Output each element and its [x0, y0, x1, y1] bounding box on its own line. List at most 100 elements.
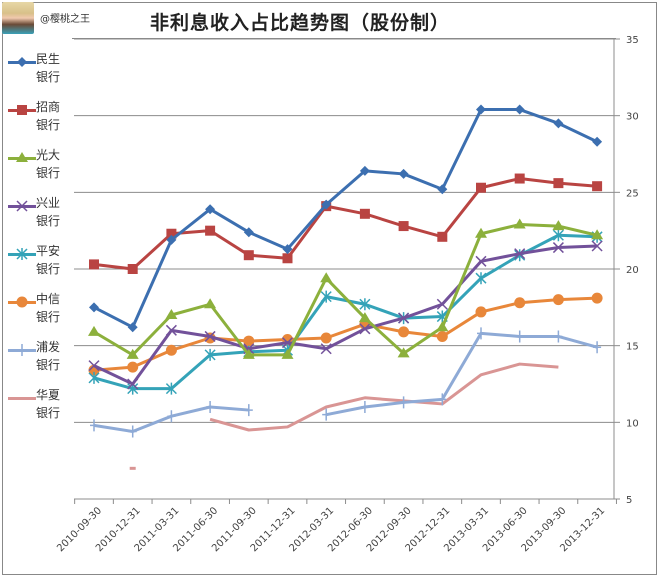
plus-marker-icon	[322, 408, 331, 421]
diamond-marker-icon	[476, 104, 486, 115]
x-marker-icon	[16, 200, 28, 212]
legend-label: 光大 银行	[36, 146, 66, 182]
legend-label: 民生 银行	[36, 50, 66, 86]
square-marker-icon	[17, 105, 27, 115]
star-marker-icon	[16, 248, 28, 260]
y-tick-label: 30	[626, 112, 639, 123]
triangle-marker-icon	[204, 298, 217, 309]
diamond-marker-icon	[17, 57, 27, 67]
legend-marker-icon	[17, 105, 27, 115]
star-marker-icon	[552, 229, 564, 242]
diamond-marker-icon	[205, 204, 216, 215]
legend-label: 华夏 银行	[36, 386, 66, 422]
legend-label-line1: 光大	[36, 148, 61, 162]
legend-label-line1: 华夏	[36, 388, 61, 402]
square-marker-icon	[514, 173, 525, 184]
triangle-marker-icon	[397, 347, 410, 358]
plus-marker-icon	[554, 330, 563, 343]
square-marker-icon	[89, 259, 99, 270]
legend-label-line2: 银行	[36, 214, 61, 228]
plus-marker-icon	[593, 341, 602, 354]
legend-label-line2: 银行	[36, 70, 61, 84]
y-tick-label: 15	[626, 342, 639, 353]
author-handle: @樱桃之王	[40, 14, 90, 25]
plus-marker-icon	[244, 404, 253, 417]
triangle-marker-icon	[88, 325, 100, 336]
series-民生银行	[89, 104, 603, 333]
author-avatar	[2, 2, 34, 34]
legend-label-line2: 银行	[36, 310, 61, 324]
circle-marker-icon	[398, 326, 410, 338]
triangle-marker-icon	[126, 348, 139, 359]
plus-marker-icon	[18, 344, 26, 356]
circle-marker-icon	[514, 297, 526, 309]
y-tick-label: 20	[626, 265, 639, 276]
triangle-marker-icon	[320, 272, 333, 283]
series-兴业银行	[88, 240, 603, 390]
x-marker-icon	[88, 360, 100, 372]
triangle-marker-icon	[281, 348, 294, 359]
square-marker-icon	[553, 178, 564, 189]
x-marker-icon	[204, 330, 216, 342]
circle-marker-icon	[591, 292, 603, 304]
legend-item: 浦发 银行	[4, 336, 68, 384]
plus-marker-icon	[438, 393, 447, 406]
legend-label: 中信 银行	[36, 290, 66, 326]
legend-marker-icon	[16, 296, 28, 308]
series-浦发银行	[90, 327, 602, 438]
diamond-marker-icon	[166, 234, 177, 245]
x-marker-icon	[359, 323, 371, 335]
legend-label: 浦发 银行	[36, 338, 66, 374]
diamond-marker-icon	[592, 136, 603, 147]
triangle-marker-icon	[436, 321, 449, 332]
triangle-marker-icon	[16, 152, 28, 162]
y-tick-label: 25	[626, 188, 639, 199]
circle-marker-icon	[165, 344, 177, 356]
x-marker-icon	[475, 255, 487, 267]
star-marker-icon	[165, 382, 177, 395]
triangle-marker-icon	[242, 348, 255, 359]
plus-marker-icon	[128, 425, 137, 438]
square-marker-icon	[127, 264, 138, 274]
plus-marker-icon	[206, 401, 215, 413]
legend-item: 中信 银行	[4, 288, 68, 336]
diamond-marker-icon	[437, 184, 448, 195]
x-marker-icon	[398, 312, 410, 324]
legend-label: 招商 银行	[36, 98, 66, 134]
square-marker-icon	[592, 181, 603, 192]
square-marker-icon	[359, 208, 370, 219]
square-marker-icon	[476, 182, 486, 193]
square-marker-icon	[205, 225, 216, 236]
legend-label-line2: 银行	[36, 262, 61, 276]
triangle-marker-icon	[358, 312, 371, 323]
legend-label-line1: 招商	[36, 100, 61, 114]
circle-marker-icon	[16, 296, 28, 308]
circle-marker-icon	[552, 294, 564, 306]
plus-marker-icon	[477, 327, 485, 340]
square-marker-icon	[166, 228, 177, 239]
x-marker-icon	[436, 298, 448, 310]
legend-label-line1: 浦发	[36, 340, 61, 354]
diamond-marker-icon	[243, 227, 254, 238]
legend-marker-icon	[16, 200, 28, 212]
square-marker-icon	[282, 253, 293, 264]
legend-label-line2: 银行	[36, 118, 61, 132]
series-line	[93, 296, 598, 372]
legend-label-line1: 平安	[36, 244, 61, 258]
series-line	[209, 362, 559, 432]
legend-marker-icon	[16, 248, 28, 260]
legend-label-line1: 民生	[36, 52, 61, 66]
plus-marker-icon	[515, 330, 524, 343]
circle-marker-icon	[320, 332, 332, 344]
plus-marker-icon	[399, 396, 408, 409]
series-line	[93, 108, 598, 329]
plus-marker-icon	[167, 410, 176, 423]
square-marker-icon	[437, 231, 448, 242]
x-marker-icon	[320, 343, 332, 355]
legend-marker-icon	[17, 57, 27, 67]
legend-line-swatch	[8, 397, 36, 400]
x-marker-icon	[591, 240, 603, 252]
legend-label: 平安 银行	[36, 242, 66, 278]
circle-marker-icon	[475, 306, 487, 318]
